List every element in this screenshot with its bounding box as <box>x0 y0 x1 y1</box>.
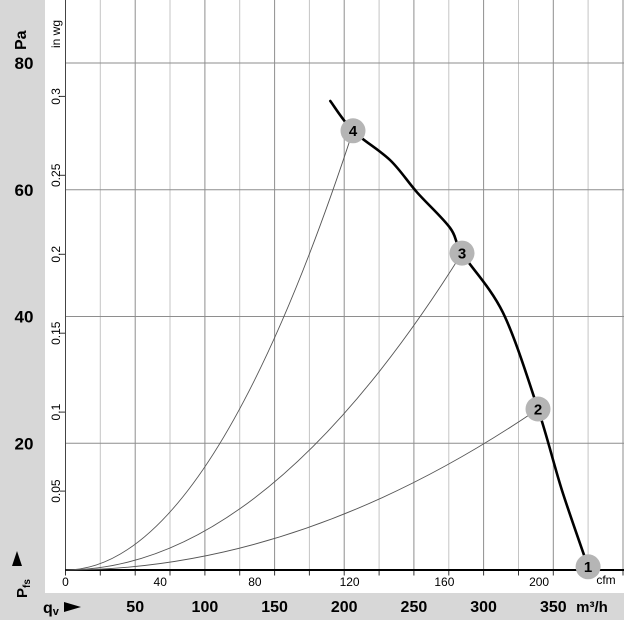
left-margin-band <box>0 0 45 593</box>
system-curves <box>65 130 539 571</box>
operating-point-3 <box>449 240 475 266</box>
pa-unit-label: Pa <box>13 30 30 50</box>
system-curve-3 <box>65 252 463 571</box>
cfm-tick-label: 160 <box>434 575 454 589</box>
pressure-axis-arrow-icon <box>12 551 22 566</box>
pa-tick-label: 80 <box>15 54 34 73</box>
operating-point-4 <box>340 118 366 144</box>
inwg-tick-label: 0.2 <box>49 246 63 263</box>
operating-point-label-3: 3 <box>458 246 466 263</box>
operating-point-label-2: 2 <box>534 401 542 418</box>
inwg-tick-label: 0.05 <box>49 479 63 503</box>
operating-point-2 <box>525 396 551 422</box>
bottom-margin-band <box>0 593 624 620</box>
system-curve-4 <box>65 130 354 571</box>
inwg-tick-labels: 0.3 0.25 0.2 0.15 0.1 0.05 <box>49 88 63 503</box>
cfm-tick-label: 120 <box>340 575 360 589</box>
cfm-tick-label: 200 <box>529 575 549 589</box>
cfm-tick-label: 80 <box>248 575 262 589</box>
operating-point-label-1: 1 <box>584 559 592 576</box>
inwg-tick-label: 0.1 <box>49 403 63 420</box>
pa-tick-label: 20 <box>15 434 34 453</box>
cfm-tick-label: 40 <box>154 575 168 589</box>
cfm-tick-label: 0 <box>62 575 69 589</box>
m3h-tick-labels: 50 100 150 200 250 300 350 <box>126 599 566 616</box>
m3h-tick-label: 50 <box>126 599 144 616</box>
pa-tick-label: 40 <box>15 308 34 327</box>
pa-tick-labels: 80 60 40 20 <box>15 54 34 453</box>
m3h-tick-label: 150 <box>261 599 288 616</box>
inwg-unit-label: in wg <box>49 20 63 48</box>
system-curve-2 <box>65 408 539 571</box>
operating-points: 1 2 3 4 <box>340 118 601 580</box>
m3h-tick-label: 100 <box>192 599 219 616</box>
pa-tick-label: 60 <box>15 181 34 200</box>
m3h-tick-label: 200 <box>331 599 358 616</box>
cfm-unit-label: cfm <box>596 573 615 587</box>
inwg-tick-label: 0.25 <box>49 163 63 187</box>
inwg-tick-label: 0.3 <box>49 88 63 105</box>
flow-axis-arrow-icon <box>64 602 81 612</box>
m3h-tick-label: 300 <box>470 599 497 616</box>
operating-point-label-4: 4 <box>349 123 358 140</box>
m3h-tick-label: 350 <box>540 599 567 616</box>
flow-axis-symbol: qv <box>43 600 60 618</box>
operating-point-1 <box>575 554 601 580</box>
horizontal-gridlines <box>65 62 624 444</box>
pressure-axis-symbol: Pfs <box>14 579 33 598</box>
cfm-tick-labels: 0 40 80 120 160 200 <box>62 575 549 589</box>
inwg-tick-label: 0.15 <box>49 321 63 345</box>
vertical-gridlines <box>99 0 624 570</box>
m3h-unit-label: m³/h <box>576 599 608 616</box>
m3h-tick-label: 250 <box>401 599 428 616</box>
